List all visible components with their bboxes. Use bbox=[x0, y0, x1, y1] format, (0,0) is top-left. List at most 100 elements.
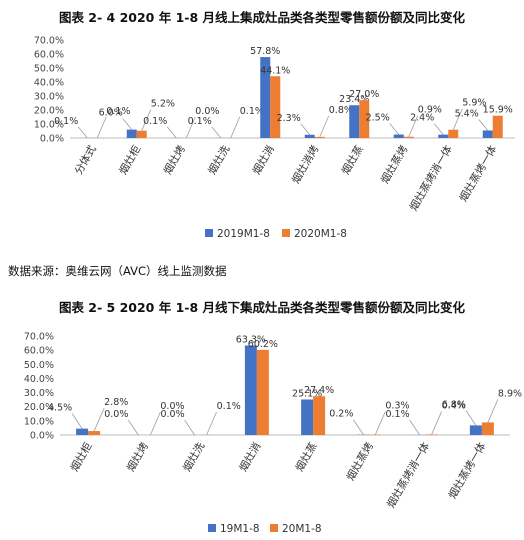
leader-line bbox=[166, 126, 177, 139]
data-label: 0.1% bbox=[54, 116, 78, 127]
leader-line bbox=[433, 123, 444, 135]
data-label: 5.2% bbox=[151, 99, 175, 110]
legend-swatch bbox=[205, 229, 213, 237]
bar-series2 bbox=[88, 431, 101, 435]
leader-line bbox=[409, 419, 420, 436]
bar-series1 bbox=[260, 57, 271, 138]
leader-line bbox=[431, 411, 442, 435]
bar-series1 bbox=[301, 399, 314, 435]
y-tick-label: 10.0% bbox=[24, 416, 54, 427]
leader-line bbox=[478, 119, 489, 131]
data-label: 5.9% bbox=[462, 98, 486, 109]
bar-series1 bbox=[76, 428, 89, 435]
y-tick-label: 30.0% bbox=[34, 92, 64, 103]
data-label: 57.8% bbox=[250, 46, 280, 57]
y-tick-label: 70.0% bbox=[34, 36, 64, 47]
data-label: 0.1% bbox=[385, 409, 409, 420]
y-tick-label: 40.0% bbox=[24, 374, 54, 385]
data-label: 25.1% bbox=[292, 389, 322, 400]
data-label: 8.9% bbox=[498, 388, 522, 399]
category-label: 烟灶蒸烤 bbox=[378, 143, 411, 186]
leader-line bbox=[353, 419, 364, 435]
legend-swatch bbox=[208, 524, 216, 532]
leader-line bbox=[319, 115, 330, 138]
data-label: 2.8% bbox=[104, 397, 128, 408]
bar-series1 bbox=[304, 134, 315, 138]
category-label: 烟灶洗 bbox=[205, 143, 232, 177]
bar-series2 bbox=[313, 396, 326, 435]
bar-series2 bbox=[314, 136, 325, 138]
category-label: 烟灶蒸烤一体 bbox=[457, 143, 500, 204]
bar-series2 bbox=[403, 136, 414, 138]
leader-line bbox=[375, 411, 386, 435]
legend-label: 2020M1-8 bbox=[294, 228, 347, 240]
data-label: 6.0% bbox=[99, 108, 123, 119]
category-label: 烟灶消烤 bbox=[289, 143, 322, 186]
chart1-title: 图表 2- 4 2020 年 1-8 月线上集成灶品类各类型零售额份额及同比变化 bbox=[58, 10, 466, 25]
y-tick-label: 60.0% bbox=[24, 346, 54, 357]
data-label: 2.3% bbox=[277, 113, 301, 124]
data-label: 0.1% bbox=[240, 106, 264, 117]
data-label: 0.8% bbox=[329, 105, 353, 116]
data-label: 0.1% bbox=[106, 106, 130, 117]
bar-series2 bbox=[270, 76, 281, 138]
bar-series2 bbox=[359, 100, 370, 138]
y-tick-label: 20.0% bbox=[24, 402, 54, 413]
y-tick-label: 40.0% bbox=[34, 78, 64, 89]
data-label: 0.1% bbox=[143, 116, 167, 127]
data-label: 4.5% bbox=[48, 403, 72, 414]
y-tick-label: 20.0% bbox=[34, 106, 64, 117]
leader-line bbox=[206, 411, 217, 436]
data-label: 27.0% bbox=[349, 89, 379, 100]
bar-series2 bbox=[448, 129, 459, 138]
bar-series2 bbox=[256, 349, 269, 435]
data-label: 0.4% bbox=[442, 400, 466, 411]
category-label: 烟灶蒸 bbox=[293, 440, 320, 474]
data-label: 0.0% bbox=[160, 401, 184, 412]
data-label: 63.3% bbox=[236, 334, 266, 345]
y-tick-label: 0.0% bbox=[30, 431, 54, 442]
data-label: 44.1% bbox=[260, 65, 290, 76]
y-tick-label: 50.0% bbox=[34, 64, 64, 75]
data-label: 60.2% bbox=[248, 339, 278, 350]
y-tick-label: 70.0% bbox=[24, 332, 54, 343]
data-label: 15.9% bbox=[483, 105, 513, 116]
leader-line bbox=[465, 410, 477, 426]
leader-line bbox=[122, 118, 133, 130]
leader-line bbox=[71, 413, 83, 429]
category-label: 分体式 bbox=[72, 143, 99, 177]
y-tick-label: 50.0% bbox=[24, 360, 54, 371]
category-label: 烟灶蒸烤消一体 bbox=[407, 143, 455, 214]
leader-line bbox=[141, 109, 152, 131]
category-label: 烟灶蒸烤一体 bbox=[446, 440, 489, 501]
leader-line bbox=[487, 399, 499, 423]
data-label: 0.1% bbox=[217, 401, 241, 412]
y-tick-label: 60.0% bbox=[34, 50, 64, 61]
bar-series1 bbox=[349, 105, 360, 138]
leader-line bbox=[150, 411, 161, 436]
data-label: 0.1% bbox=[188, 116, 212, 127]
leader-line bbox=[93, 407, 105, 432]
leader-line bbox=[96, 116, 107, 139]
data-label: 0.0% bbox=[160, 409, 184, 420]
leader-line bbox=[230, 116, 241, 139]
chart2-svg: 0.0% 10.0% 20.0% 30.0% 40.0% 50.0% 60.0% 70.0% 4… bbox=[24, 332, 522, 536]
category-label: 烟灶蒸烤消一体 bbox=[384, 440, 432, 511]
legend-label: 20M1-8 bbox=[282, 523, 322, 535]
leader-line bbox=[185, 116, 196, 139]
data-label: 0.3% bbox=[385, 401, 409, 412]
bar-series2 bbox=[425, 434, 438, 435]
leader-line bbox=[452, 108, 463, 130]
y-tick-label: 30.0% bbox=[24, 388, 54, 399]
leader-line bbox=[77, 126, 88, 139]
chart2-title: 图表 2- 5 2020 年 1-8 月线下集成灶品类各类型零售额份额及同比变化 bbox=[58, 300, 466, 315]
category-label: 烟灶消 bbox=[236, 440, 263, 474]
data-label: 5.4% bbox=[455, 108, 479, 119]
category-label: 烟灶消 bbox=[250, 143, 277, 177]
data-label: 0.0% bbox=[195, 106, 219, 117]
bar-series1 bbox=[244, 345, 257, 435]
bar-series1 bbox=[469, 425, 482, 435]
leader-line bbox=[300, 123, 311, 136]
y-tick-label: 10.0% bbox=[34, 120, 64, 131]
leader-line bbox=[128, 419, 139, 436]
